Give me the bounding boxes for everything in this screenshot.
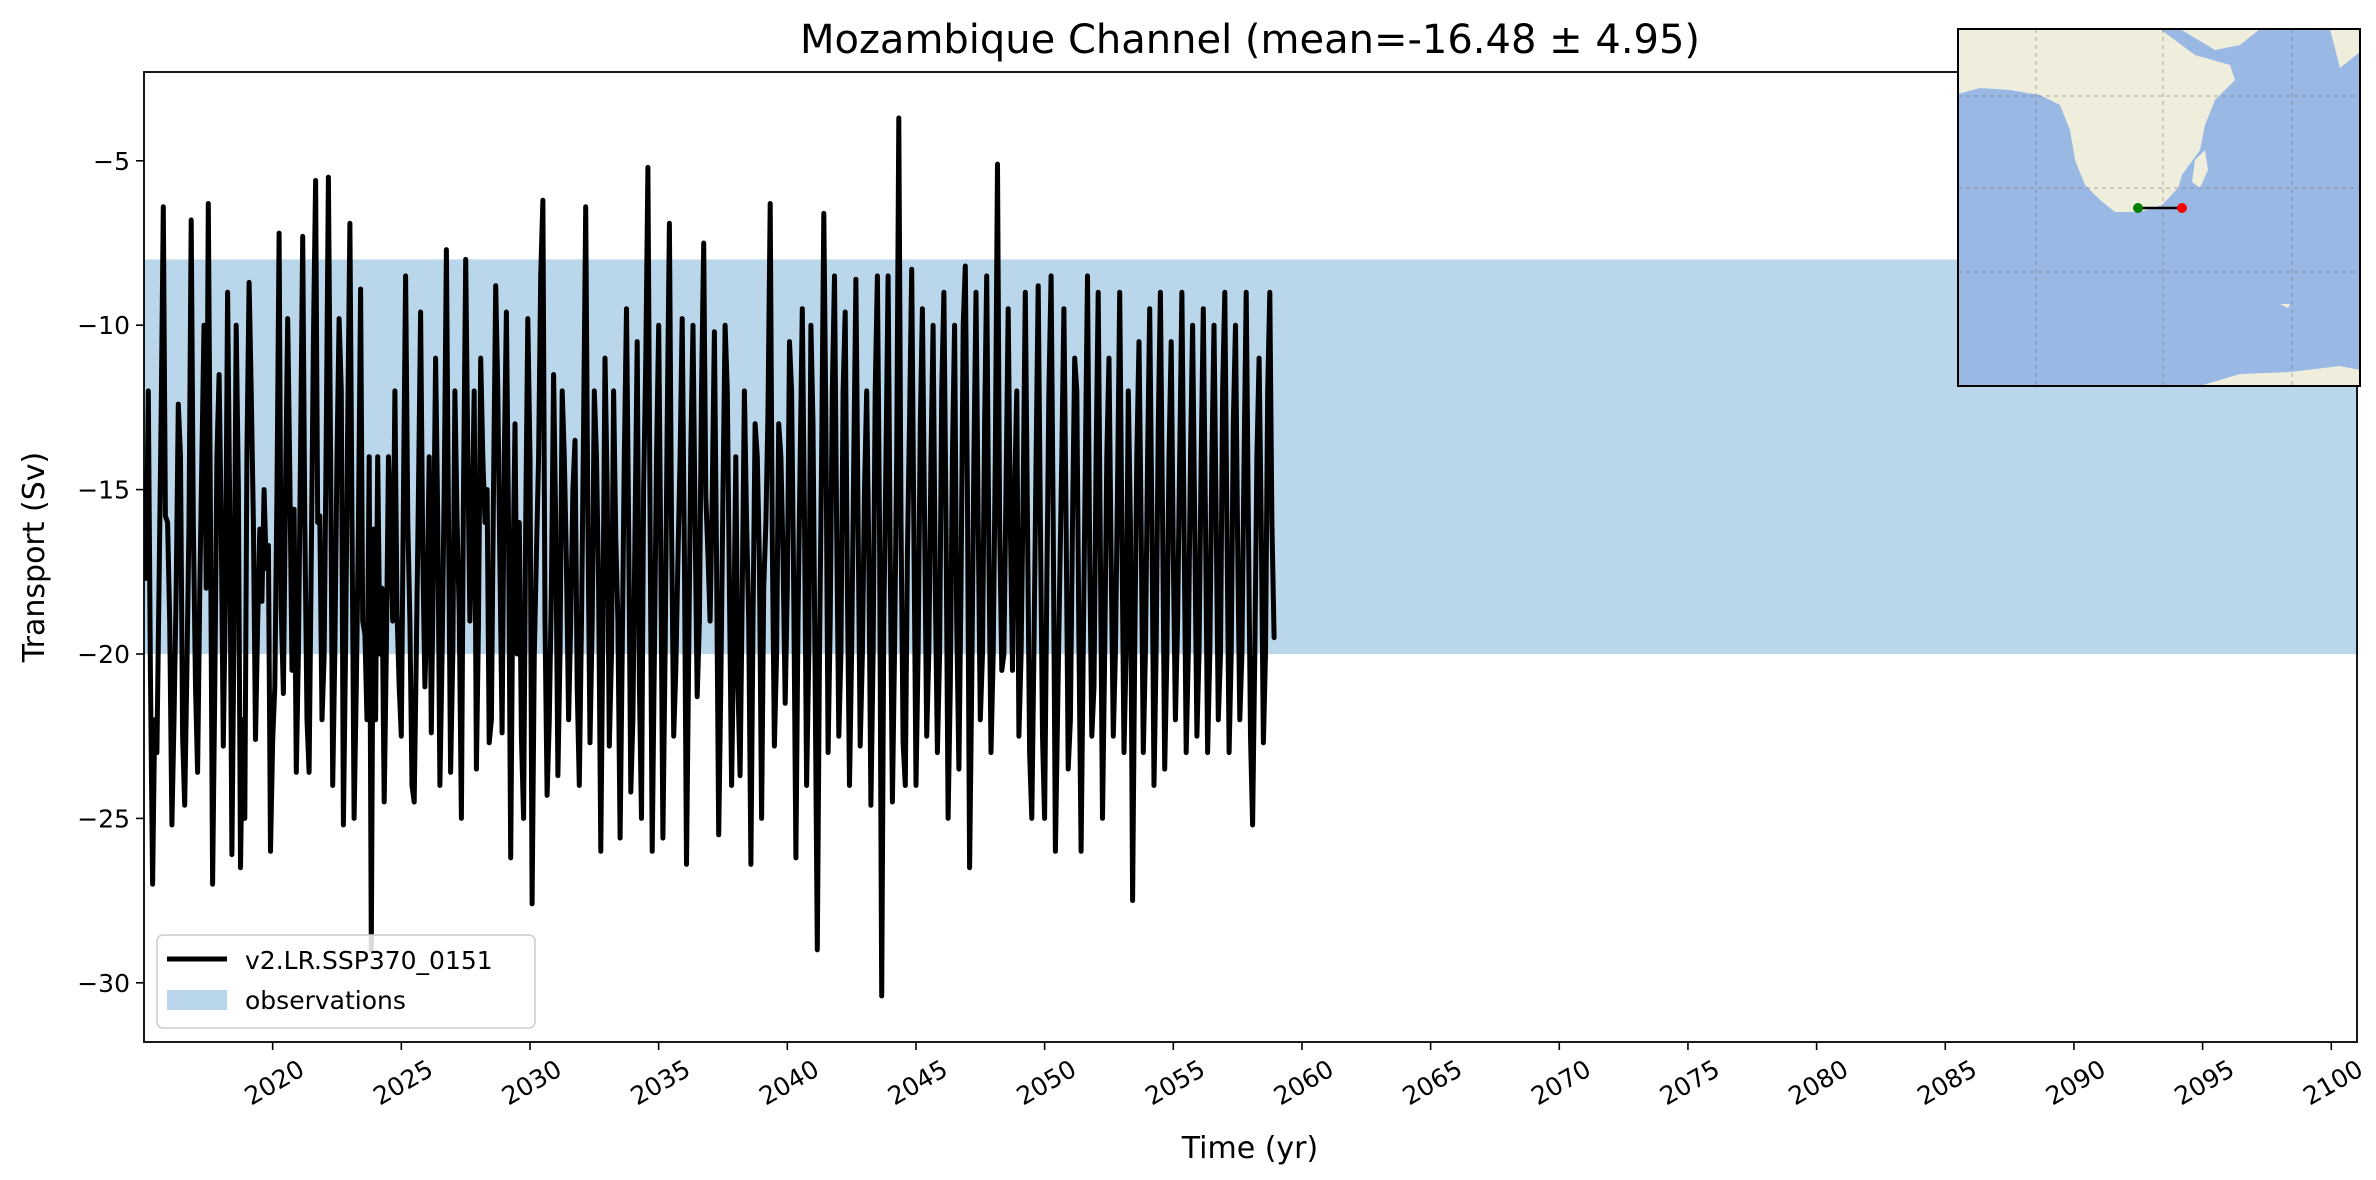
legend-entry-observations: observations [245, 986, 406, 1015]
map-land-arabia [2180, 29, 2260, 50]
map-land-kerguelen [2280, 304, 2290, 308]
y-tick-label: −15 [77, 476, 130, 505]
map-frame [1957, 28, 2361, 387]
map-land-asia [2330, 29, 2360, 68]
series-line-v2-LR-SSP370-0151 [144, 115, 1277, 999]
y-tick-label: −5 [93, 147, 130, 176]
legend-entry-series: v2.LR.SSP370_0151 [245, 946, 493, 975]
y-tick-label: −10 [77, 311, 130, 340]
plot-frame [143, 71, 2358, 1043]
y-axis-label: Transport (Sv) [17, 452, 52, 664]
y-tick-label: −25 [77, 804, 130, 833]
y-tick-label: −20 [77, 640, 130, 669]
y-tick-label: −30 [77, 969, 130, 998]
section-end-marker [2177, 203, 2187, 213]
inset-map [1957, 28, 2361, 387]
section-start-marker [2133, 203, 2143, 213]
map-gridlines [1958, 29, 2360, 386]
map-land-antarctica [2200, 366, 2360, 386]
map-land-madagascar [2192, 150, 2208, 188]
x-axis-label: Time (yr) [1181, 1131, 1318, 1166]
y-axis: −5 −10 −15 −20 −25 −30 [77, 147, 144, 998]
legend: v2.LR.SSP370_0151 observations [156, 934, 536, 1029]
map-land-africa [1958, 29, 2235, 212]
chart-title: Mozambique Channel (mean=-16.48 ± 4.95) [800, 17, 1700, 63]
legend-box [156, 934, 536, 1029]
legend-band-swatch [167, 990, 227, 1010]
